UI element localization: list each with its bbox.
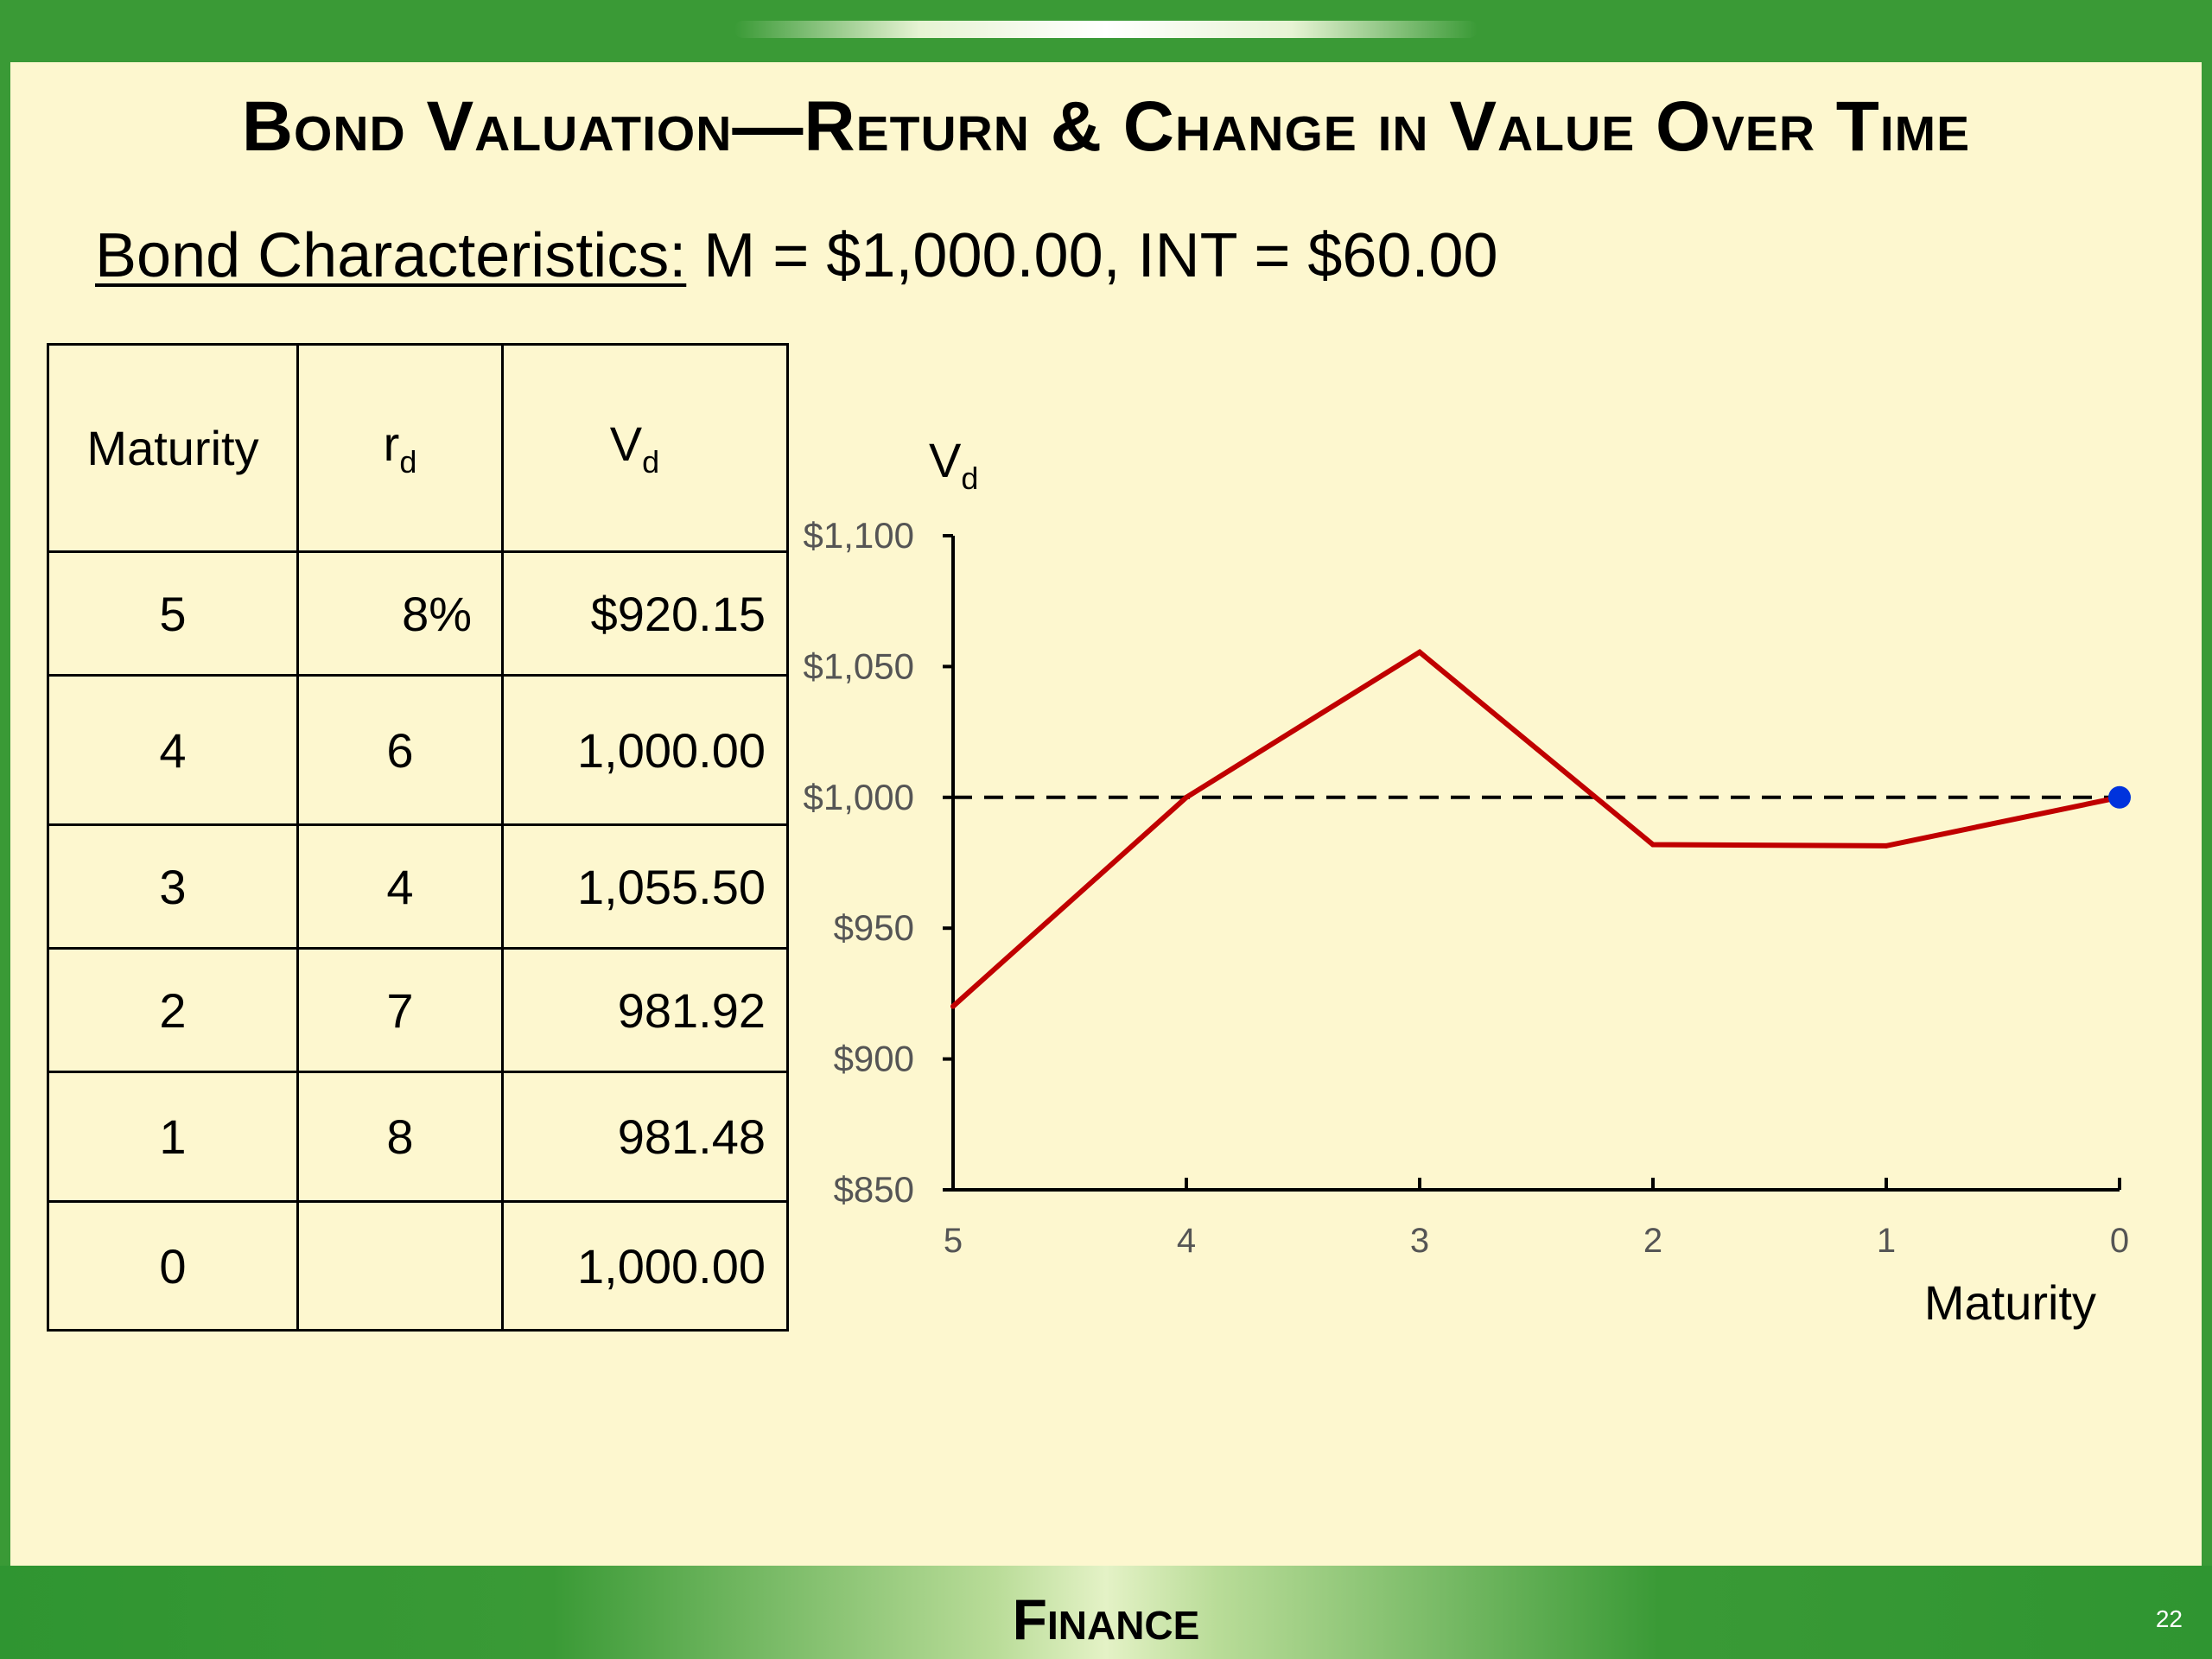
table-row: 3 4 1,055.50 [47,823,789,950]
table-row: 4 6 1,000.00 [47,674,789,826]
slide-title: Bond Valuation—Return & Change in Value … [241,87,1971,166]
frame-left [0,0,10,1659]
cell-maturity: 1 [47,1071,299,1203]
y-tick-label: $1,100 [804,515,914,556]
x-tick-label: 3 [1410,1222,1429,1260]
y-tick-label: $950 [834,907,914,948]
cell-vd: 1,055.50 [501,823,789,950]
cell-rd: 4 [296,823,504,950]
cell-vd: 981.92 [501,947,789,1073]
data-point [1184,794,1189,800]
y-axis-label-subscript: d [961,461,978,496]
y-tick-label: $1,050 [804,645,914,686]
y-tick-label: $900 [834,1039,914,1079]
page-number: 22 [2155,1605,2183,1632]
data-point [950,1003,956,1009]
cell-vd: 1,000.00 [501,1200,789,1332]
bond-characteristics-values: M = $1,000.00, INT = $60.00 [686,221,1498,290]
table-row: 1 8 981.48 [47,1071,789,1203]
x-tick-label: 4 [1177,1222,1196,1260]
header-rd: rd [296,343,504,553]
cell-rd: 6 [296,674,504,826]
bond-value-series-line [950,649,2120,1008]
header-vd: Vd [501,343,789,553]
cell-maturity: 5 [47,550,299,677]
bond-characteristics: Bond Characteristics: M = $1,000.00, INT… [95,220,1498,291]
bond-value-table: Maturity rd Vd 5 8% $920.15 4 6 1,000.00… [47,343,789,1332]
x-tick-label: 5 [944,1222,963,1260]
cell-vd: 981.48 [501,1071,789,1203]
data-point [1650,842,1656,848]
top-banner-glow [734,21,1478,38]
cell-maturity: 2 [47,947,299,1073]
footer-banner [0,1566,2212,1659]
data-point [1884,842,1889,849]
header-maturity-label: Maturity [86,421,259,475]
x-tick-label: 2 [1643,1222,1662,1260]
header-vd-subscript: d [642,444,660,480]
x-tick-label: 1 [1877,1222,1896,1260]
table-row: 2 7 981.92 [47,947,789,1073]
header-rd-subscript: d [399,444,417,480]
header-rd-label: r [383,416,400,471]
cell-rd [296,1200,504,1332]
chart-plot: $850 $900 $950 $1,000 $1,050 $1,100 5 4 3 2 1 0 Vd Ma… [804,433,2131,1330]
cell-maturity: 4 [47,674,299,826]
maturity-par-marker [2108,785,2131,809]
header-maturity: Maturity [47,343,299,553]
table-header-row: Maturity rd Vd [47,343,789,553]
bond-characteristics-label: Bond Characteristics: [95,221,687,290]
header-vd-label: V [609,416,643,471]
y-tick-label: $1,000 [804,777,914,817]
footer-title: Finance [1012,1587,1200,1651]
x-axis-label: Maturity [1924,1275,2096,1330]
cell-maturity: 0 [47,1200,299,1332]
cell-rd: 7 [296,947,504,1073]
cell-vd: 1,000.00 [501,674,789,826]
table-row: 0 1,000.00 [47,1200,789,1332]
y-tick-label: $850 [834,1169,914,1210]
y-axis-label: Vd [929,433,978,496]
frame-right [2202,0,2212,1659]
cell-rd: 8 [296,1071,504,1203]
cell-rd: 8% [296,550,504,677]
cell-maturity: 3 [47,823,299,950]
x-tick-label: 0 [2110,1222,2129,1260]
table-row: 5 8% $920.15 [47,550,789,677]
cell-vd: $920.15 [501,550,789,677]
data-point [1417,649,1422,655]
